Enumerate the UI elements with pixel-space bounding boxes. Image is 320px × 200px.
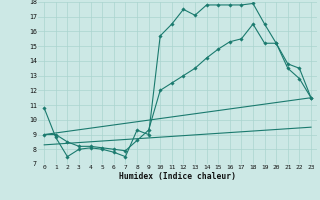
- X-axis label: Humidex (Indice chaleur): Humidex (Indice chaleur): [119, 172, 236, 181]
